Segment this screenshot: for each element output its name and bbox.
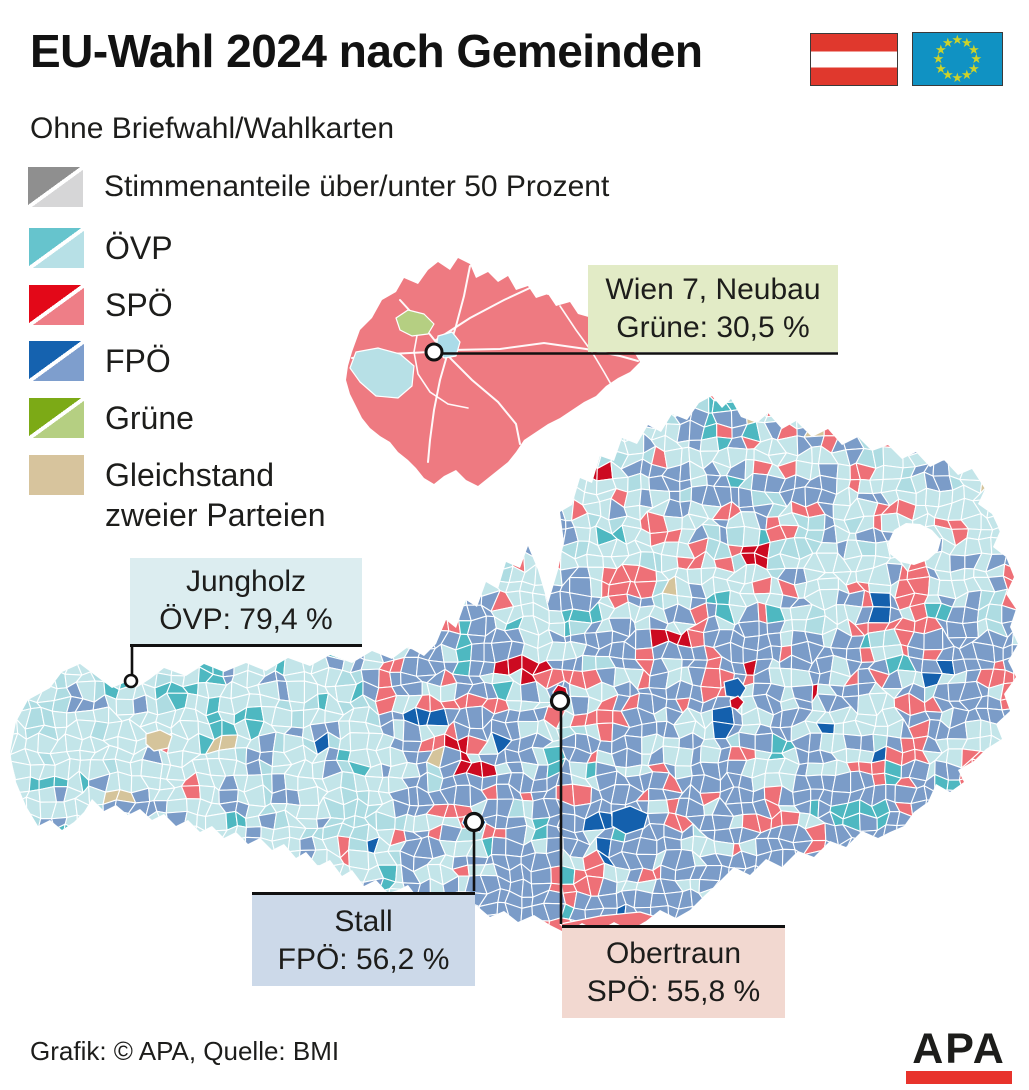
legend-label-spoe: SPÖ — [105, 287, 173, 323]
legend-split-row: Stimmenanteile über/unter 50 Prozent — [28, 167, 609, 207]
eu-star-icon: ★ — [942, 67, 954, 83]
callout-wien-value: Grüne: 30,5 % — [616, 310, 810, 344]
legend-label-oevp: ÖVP — [105, 230, 173, 266]
municipality-cells — [10, 396, 1018, 933]
callout-stall-name: Stall — [334, 904, 393, 938]
eu-star-icon: ★ — [961, 34, 973, 50]
eu-star-icon: ★ — [951, 70, 964, 85]
vienna-inset-map — [346, 258, 640, 486]
eu-star-icon: ★ — [967, 60, 980, 76]
split-swatch-icon — [28, 167, 83, 207]
spoe-swatch-icon — [29, 285, 84, 325]
legend-label-fpoe: FPÖ — [105, 343, 171, 379]
eu-star-icon: ★ — [970, 51, 983, 66]
map-marker-obertraun — [549, 690, 571, 712]
legend-label-tie: Gleichstand zweier Parteien — [105, 457, 326, 533]
callout-jungholz-value: ÖVP: 79,4 % — [159, 603, 333, 636]
callout-obertraun-name: Obertraun — [605, 937, 742, 970]
legend-row-gruene: Grüne — [29, 398, 194, 438]
credit-line: Grafik: © APA, Quelle: BMI — [30, 1036, 340, 1066]
apa-logo: APA — [906, 1028, 1012, 1084]
eu-star-icon: ★ — [935, 41, 947, 57]
callout-jungholz-name: Jungholz — [185, 565, 307, 598]
apa-logo-bar — [906, 1071, 1012, 1084]
eu-star-icon: ★ — [935, 60, 947, 76]
oevp-swatch-icon — [29, 228, 84, 268]
callout-stall: Stall FPÖ: 56,2 % — [252, 892, 475, 986]
map-marker-jungholz — [123, 673, 139, 689]
tie-swatch-icon — [29, 455, 84, 495]
legend-row-spoe: SPÖ — [29, 285, 173, 325]
legend-row-oevp: ÖVP — [29, 228, 173, 268]
gruene-swatch-icon — [29, 398, 84, 438]
callout-stall-value: FPÖ: 56,2 % — [277, 942, 450, 976]
callout-wien-neubau: Wien 7, Neubau Grüne: 30,5 % — [588, 265, 838, 352]
callout-wien-name: Wien 7, Neubau — [605, 272, 821, 306]
callout-connectors — [123, 342, 838, 924]
page-title: EU-Wahl 2024 nach Gemeinden — [30, 25, 703, 77]
legend-row-tie: Gleichstand zweier Parteien — [29, 455, 375, 535]
legend-split-label: Stimmenanteile über/unter 50 Prozent — [104, 170, 610, 203]
eu-star-icon: ★ — [942, 34, 954, 50]
callout-obertraun-value: SPÖ: 55,8 % — [586, 975, 761, 1008]
eu-star-icon: ★ — [951, 32, 964, 47]
fpoe-swatch-icon — [29, 341, 84, 381]
eu-star-icon: ★ — [967, 41, 980, 57]
map-marker-stall — [463, 811, 485, 833]
eu-flag-icon: ★ ★ ★ ★ ★ ★ ★ ★ ★ ★ ★ ★ — [912, 32, 1003, 86]
map-marker-wien-neubau — [424, 342, 444, 362]
eu-star-icon: ★ — [932, 51, 945, 66]
eu-star-icon: ★ — [961, 67, 973, 83]
legend-label-gruene: Grüne — [105, 400, 194, 436]
callout-obertraun: Obertraun SPÖ: 55,8 % — [562, 925, 785, 1018]
legend-row-fpoe: FPÖ — [29, 341, 171, 381]
callout-jungholz: Jungholz ÖVP: 79,4 % — [130, 558, 362, 647]
subtitle: Ohne Briefwahl/Wahlkarten — [30, 112, 395, 145]
apa-logo-text: APA — [912, 1025, 1006, 1073]
austria-flag-icon — [810, 33, 898, 86]
